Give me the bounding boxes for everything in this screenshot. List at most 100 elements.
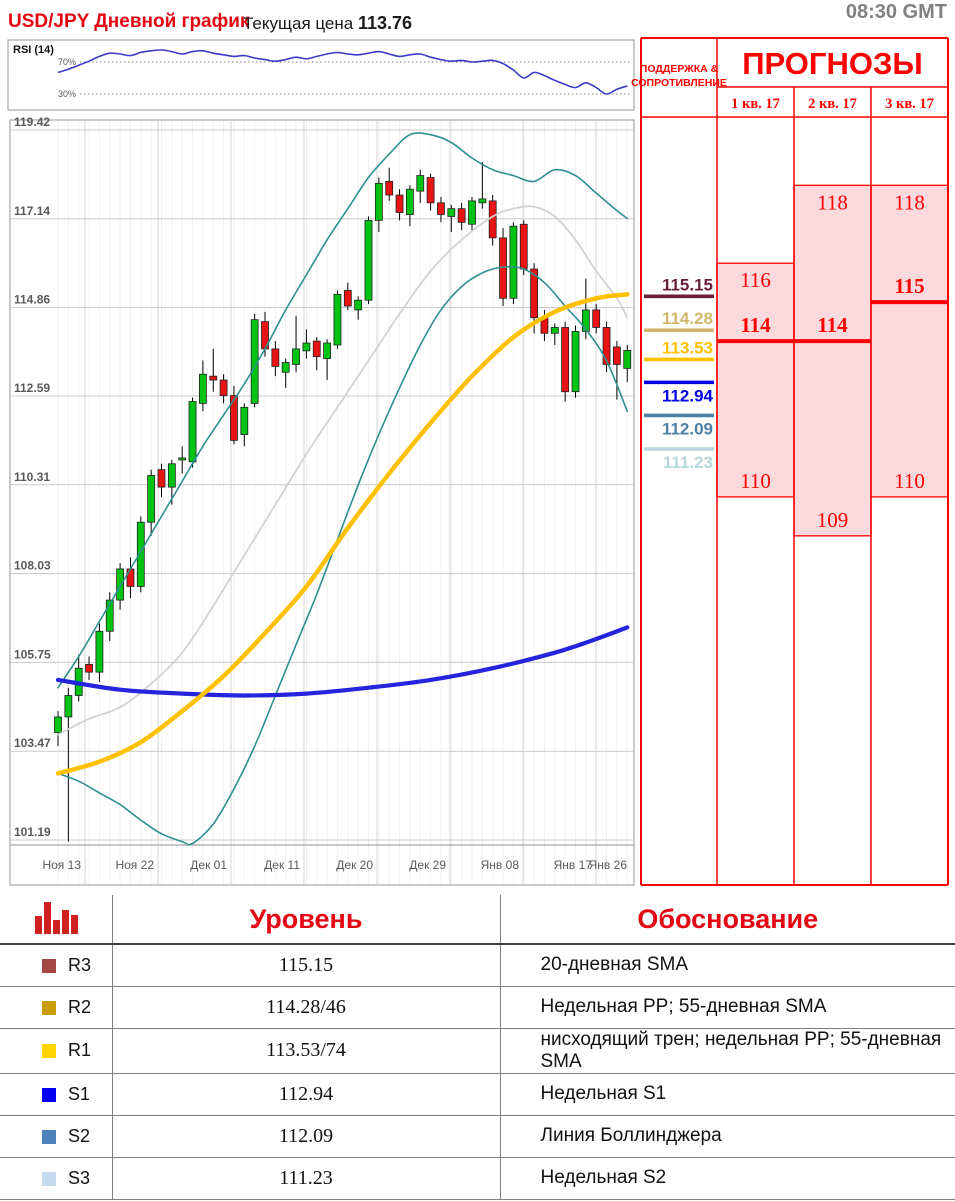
sr-level-111.23: 111.23 bbox=[663, 453, 713, 472]
s2-color-swatch bbox=[42, 1129, 56, 1144]
rsi-panel: RSI (14) 70% 30% bbox=[7, 39, 635, 111]
bollinger-upper-line bbox=[57, 132, 629, 689]
svg-text:110.31: 110.31 bbox=[14, 470, 50, 484]
r3-color-swatch bbox=[42, 958, 56, 973]
rsi-label: RSI (14) bbox=[13, 44, 54, 56]
s2-level: 112.09 bbox=[112, 1115, 501, 1158]
table-row-r1: R1 113.53/74 нисходящий трен; недельная … bbox=[0, 1028, 955, 1074]
table-row-s1: S1 112.94 Недельная S1 bbox=[0, 1073, 955, 1116]
rsi-30-label: 30% bbox=[58, 89, 76, 99]
forecast-high-q2: 118 bbox=[817, 190, 848, 214]
r3-reason: 20-дневная SMA bbox=[500, 944, 955, 987]
table-row-r2: R2 114.28/46 Недельная PP; 55-дневная SM… bbox=[0, 986, 955, 1029]
r1-color-swatch bbox=[42, 1044, 56, 1058]
forecast-boxes: 116 110 114 118 109 114 118 110 115 bbox=[716, 184, 949, 537]
table-icon-cell bbox=[0, 895, 113, 945]
s1-level: 112.94 bbox=[112, 1073, 501, 1116]
candlestick-chart: 119.42 117.14 114.86 112.59 110.31 108.03 105.… bbox=[9, 115, 635, 886]
r2-reason: Недельная PP; 55-дневная SMA bbox=[500, 986, 955, 1029]
s3-color-swatch bbox=[42, 1171, 56, 1186]
sr-level-112.94: 112.94 bbox=[662, 386, 714, 405]
forecast-low-q1: 110 bbox=[740, 469, 771, 493]
current-price: Текущая цена 113.76 bbox=[243, 13, 412, 34]
r3-label: R3 bbox=[68, 954, 92, 975]
svg-text:105.75: 105.75 bbox=[14, 647, 51, 661]
forecast-low-q3: 110 bbox=[894, 469, 925, 493]
r3-level: 115.15 bbox=[112, 944, 501, 987]
table-row-r3: R3 115.15 20-дневная SMA bbox=[0, 944, 955, 987]
r2-color-swatch bbox=[42, 1000, 56, 1015]
column-header-level: Уровень bbox=[112, 895, 501, 945]
price-chart: RSI (14)70%30%119.42117.14114.86112.5911… bbox=[7, 37, 949, 886]
svg-text:Янв 26: Янв 26 bbox=[589, 858, 628, 872]
r2-level: 114.28/46 bbox=[112, 986, 501, 1029]
forecast-pivot-q2: 114 bbox=[817, 313, 848, 337]
r2-label: R2 bbox=[68, 996, 92, 1017]
panel-headers: ПОДДЕРЖКА & СОПРОТИВЛЕНИЕ ПРОГНОЗЫ 1 кв. 17… bbox=[631, 46, 934, 112]
quarter-header-3: 3 кв. 17 bbox=[885, 96, 934, 112]
svg-text:108.03: 108.03 bbox=[14, 559, 51, 573]
y-axis-labels: 119.42 117.14 114.86 112.59 110.31 108.03 105.… bbox=[14, 115, 51, 839]
forecast-pivot-q3: 115 bbox=[894, 274, 924, 298]
forecast-high-q1: 116 bbox=[740, 268, 771, 292]
table-row-s2: S2 112.09 Линия Боллинджера bbox=[0, 1115, 955, 1158]
page-title: USD/JPY Дневной график bbox=[8, 11, 250, 32]
svg-text:117.14: 117.14 bbox=[14, 204, 50, 218]
r1-level: 113.53/74 bbox=[112, 1028, 501, 1074]
svg-text:Дек 01: Дек 01 bbox=[190, 858, 227, 872]
svg-text:Янв 17: Янв 17 bbox=[554, 858, 593, 872]
s3-reason: Недельная S2 bbox=[500, 1157, 955, 1200]
s1-color-swatch bbox=[42, 1087, 56, 1102]
sr-header-line1: ПОДДЕРЖКА & bbox=[640, 63, 719, 75]
svg-text:103.47: 103.47 bbox=[14, 736, 51, 750]
sr-level-113.53: 113.53 bbox=[662, 338, 713, 357]
rsi-line bbox=[57, 49, 628, 95]
sr-header-line2: СОПРОТИВЛЕНИЕ bbox=[631, 77, 727, 89]
svg-text:114.86: 114.86 bbox=[14, 293, 50, 307]
svg-text:Ноя 22: Ноя 22 bbox=[115, 858, 154, 872]
sr-level-112.09: 112.09 bbox=[662, 419, 713, 438]
x-axis-labels: Ноя 13 Ноя 22 Дек 01 Дек 11 Дек 20 Дек 29 Янв … bbox=[42, 858, 627, 872]
svg-text:112.59: 112.59 bbox=[14, 381, 50, 395]
levels-table-header: Уровень Обоснование bbox=[0, 895, 955, 945]
rsi-70-label: 70% bbox=[58, 57, 76, 67]
bar-chart-icon bbox=[34, 901, 78, 934]
timestamp: 08:30 GMT bbox=[845, 1, 947, 23]
sr-level-114.28: 114.28 bbox=[662, 309, 713, 328]
r1-reason: нисходящий трен; недельная PP; 55-дневна… bbox=[500, 1028, 955, 1074]
sr-level-115.15: 115.15 bbox=[662, 275, 713, 294]
forecast-low-q2: 109 bbox=[817, 508, 849, 532]
svg-text:101.19: 101.19 bbox=[14, 825, 51, 839]
candlestick-series bbox=[54, 161, 632, 842]
table-row-s3: S3 111.23 Недельная S2 bbox=[0, 1157, 955, 1200]
panel-borders bbox=[640, 37, 949, 886]
r1-label: R1 bbox=[68, 1040, 92, 1060]
forecasts-title: ПРОГНОЗЫ bbox=[742, 46, 923, 81]
forecast-pivot-q1: 114 bbox=[740, 313, 771, 337]
column-header-reason: Обоснование bbox=[500, 895, 955, 945]
sma-20-line bbox=[57, 205, 629, 736]
svg-text:119.42: 119.42 bbox=[14, 115, 50, 129]
s1-reason: Недельная S1 bbox=[500, 1073, 955, 1116]
svg-text:Дек 20: Дек 20 bbox=[336, 858, 373, 872]
s3-level: 111.23 bbox=[112, 1157, 501, 1200]
sma-200-line bbox=[55, 625, 630, 698]
svg-text:Янв 08: Янв 08 bbox=[481, 858, 520, 872]
current-price-value: 113.76 bbox=[357, 13, 413, 33]
s2-label: S2 bbox=[68, 1125, 91, 1146]
sr-levels: 115.15 114.28 113.53 112.94 112.09 111.23 bbox=[644, 275, 714, 472]
s2-reason: Линия Боллинджера bbox=[500, 1115, 955, 1158]
horizontal-gridlines bbox=[11, 129, 633, 841]
quarter-header-2: 2 кв. 17 bbox=[808, 96, 857, 112]
quarter-header-1: 1 кв. 17 bbox=[731, 96, 780, 112]
svg-text:Дек 11: Дек 11 bbox=[264, 858, 300, 872]
s1-label: S1 bbox=[68, 1083, 91, 1104]
levels-table: Уровень Обоснование R3 115.15 20-дневная… bbox=[0, 895, 955, 1200]
forecast-high-q3: 118 bbox=[894, 190, 925, 214]
vertical-gridlines bbox=[84, 121, 597, 884]
current-price-label: Текущая цена bbox=[243, 14, 354, 33]
svg-text:Ноя 13: Ноя 13 bbox=[42, 858, 81, 872]
s3-label: S3 bbox=[68, 1167, 91, 1188]
forecast-panel: 116 110 114 118 109 114 118 110 115 ПОДДЕРЖКА & СО… bbox=[631, 37, 949, 886]
